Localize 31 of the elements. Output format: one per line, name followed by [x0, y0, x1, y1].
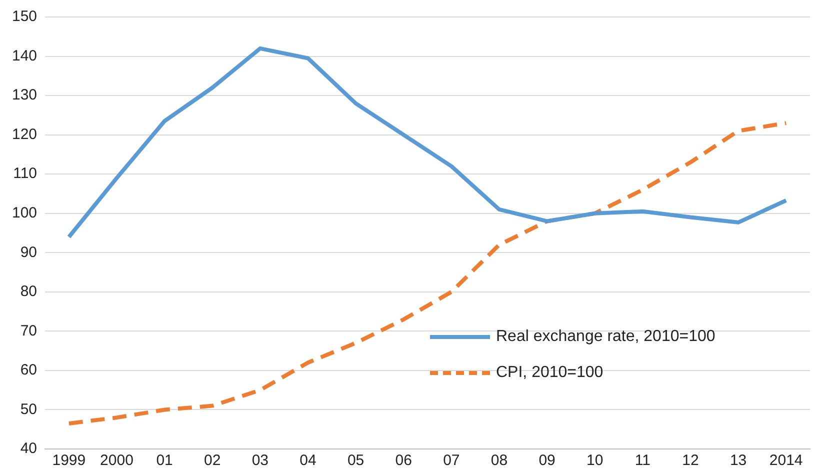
y-tick-label: 60: [20, 362, 38, 379]
x-tick-label: 03: [252, 452, 269, 470]
y-tick-label: 130: [12, 86, 38, 104]
legend-label: Real exchange rate, 2010=100: [496, 328, 716, 346]
y-tick-label: 40: [20, 440, 38, 458]
x-tick-label: 04: [300, 452, 316, 470]
x-tick-label: 09: [538, 452, 556, 470]
x-tick-label: 08: [490, 452, 508, 470]
y-tick-label: 50: [20, 400, 38, 418]
y-tick-label: 150: [12, 8, 38, 26]
y-tick-label: 80: [20, 283, 38, 300]
x-tick-label: 02: [204, 452, 221, 470]
y-tick-label: 90: [20, 244, 38, 261]
x-tick-label: 2014: [769, 452, 803, 470]
x-tick-label: 1999: [52, 452, 86, 470]
line-series: [66, 121, 788, 426]
legend-label: CPI, 2010=100: [496, 364, 604, 382]
y-tick-label: 120: [12, 126, 38, 143]
x-tick-label: 2000: [100, 452, 134, 470]
y-tick-label: 110: [13, 165, 38, 182]
x-tick-label: 11: [634, 452, 650, 470]
y-tick-label: 140: [12, 47, 38, 64]
x-tick-label: 06: [395, 452, 412, 470]
x-tick-label: 12: [682, 452, 699, 470]
x-tick-label: 13: [730, 452, 747, 470]
x-tick-label: 05: [347, 452, 364, 470]
y-tick-label: 70: [20, 322, 38, 340]
y-tick-label: 100: [12, 204, 38, 222]
x-tick-label: 01: [156, 452, 173, 470]
x-tick-label: 07: [443, 452, 460, 470]
x-tick-label: 10: [586, 452, 604, 470]
